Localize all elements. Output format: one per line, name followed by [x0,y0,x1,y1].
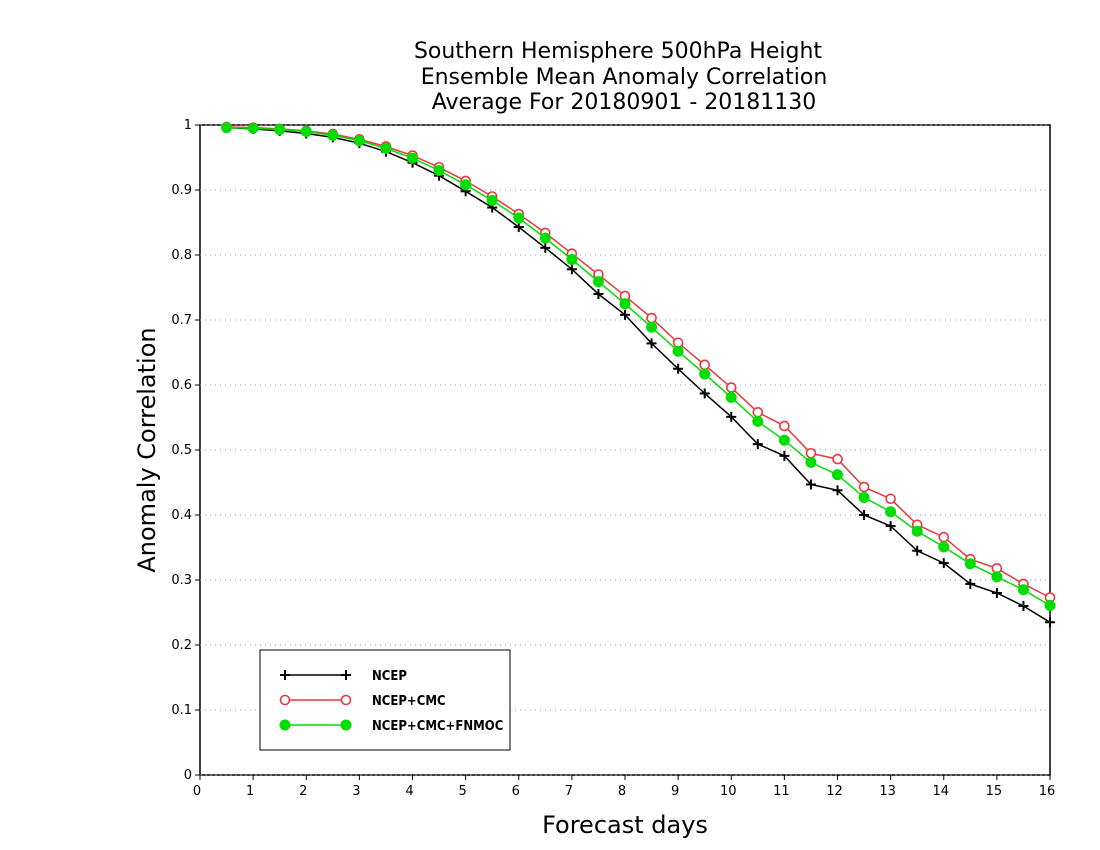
y-axis-title: Anomaly Correlation [133,327,161,572]
data-point [619,298,631,310]
data-point [672,345,684,357]
legend-marker-start [279,694,291,706]
data-point [646,312,657,324]
chart-title-line-2: Ensemble Mean Anomaly Correlation [421,65,828,90]
x-tick-label: 1 [246,784,254,799]
data-point [566,254,578,266]
data-point [938,531,950,543]
series-ncep-cmc [221,121,1056,603]
x-tick-label: 3 [352,784,360,799]
legend-label: NCEP [372,669,407,684]
series-line [226,126,1051,599]
x-tick-label: 14 [932,784,949,799]
y-tick-label: 0.8 [171,248,192,263]
data-point [911,525,923,537]
x-tick-label: 12 [826,784,843,799]
series-layer [221,121,1056,628]
data-point [486,194,498,206]
data-point [858,481,870,493]
data-point [832,453,843,465]
legend-entry: NCEP+CMC [279,694,446,709]
legend-label: NCEP+CMC+FNMOC [372,719,503,734]
data-point [805,447,817,459]
y-tick-label: 0.1 [171,703,192,718]
data-point [646,321,658,333]
data-point [964,558,976,570]
data-point [513,212,525,224]
data-point [539,232,551,244]
x-tick-label: 16 [1039,784,1056,799]
chart-title-line-1: Southern Hemisphere 500hPa Height [414,39,822,64]
data-point [725,382,737,393]
y-tick-label: 0.3 [171,573,192,588]
series-ncep [221,122,1055,628]
y-tick-label: 0.6 [171,378,192,393]
x-tick-label: 2 [299,784,307,799]
y-tick-label: 0.5 [171,443,192,458]
data-point [592,276,604,288]
y-tick-label: 0.2 [171,638,192,653]
legend-marker-end [340,694,352,706]
data-point [300,126,312,137]
x-axis-title: Forecast days [542,811,708,839]
legend-marker-end [340,719,352,731]
chart-title-line-3: Average For 20180901 - 20181130 [432,90,817,115]
data-point [407,152,418,164]
data-point [778,434,790,446]
x-tick-label: 11 [773,784,790,799]
data-point [380,142,392,154]
legend-entries: NCEP NCEP+CMC NCEP+CMC+FNMOC [279,669,503,734]
data-point [725,391,737,403]
data-point [805,456,817,468]
data-point [779,420,790,432]
x-tick-label: 4 [405,784,413,799]
x-axis: 0 1 2 3 4 5 6 7 8 9 10 11 12 13 14 15 16 [193,775,1055,799]
data-point [991,571,1003,583]
x-tick-label: 9 [671,784,679,799]
data-point [858,491,870,503]
legend-label: NCEP+CMC [372,694,446,709]
data-point [274,124,286,136]
data-point [699,359,710,371]
legend-entry: NCEP+CMC+FNMOC [279,719,503,734]
series-line [226,126,1051,607]
x-tick-label: 8 [618,784,626,799]
data-point [327,129,339,141]
y-axis: 0 0.1 0.2 0.3 0.4 0.5 0.6 0.7 0.8 0.9 1 [171,118,200,783]
legend-marker-start [279,719,291,731]
data-point [938,541,950,553]
data-point [1044,599,1056,611]
data-point [433,165,445,176]
y-tick-label: 0.9 [171,183,192,198]
data-point [752,415,764,427]
data-point [221,122,233,134]
data-point [353,135,365,147]
data-point [752,406,764,418]
x-tick-label: 0 [193,784,201,799]
y-tick-label: 0.7 [171,313,192,328]
data-point [832,469,843,481]
y-tick-label: 0.4 [171,508,192,523]
x-tick-label: 15 [986,784,1003,799]
data-point [885,493,896,505]
x-tick-label: 5 [458,784,466,799]
data-point [1017,584,1029,596]
data-point [460,179,472,191]
legend: NCEP NCEP+CMC NCEP+CMC+FNMOC [259,649,511,751]
x-tick-label: 7 [565,784,573,799]
x-tick-label: 10 [720,784,737,799]
data-point [699,368,711,380]
x-tick-label: 6 [512,784,520,799]
data-point [885,506,897,518]
data-point [247,122,259,134]
legend-entry: NCEP [280,669,407,684]
series-line [226,126,1051,623]
series-ncep-cmc-fnmoc [221,122,1056,611]
y-tick-label: 0 [184,768,192,783]
x-tick-label: 13 [879,784,896,799]
y-tick-label: 1 [184,118,192,133]
